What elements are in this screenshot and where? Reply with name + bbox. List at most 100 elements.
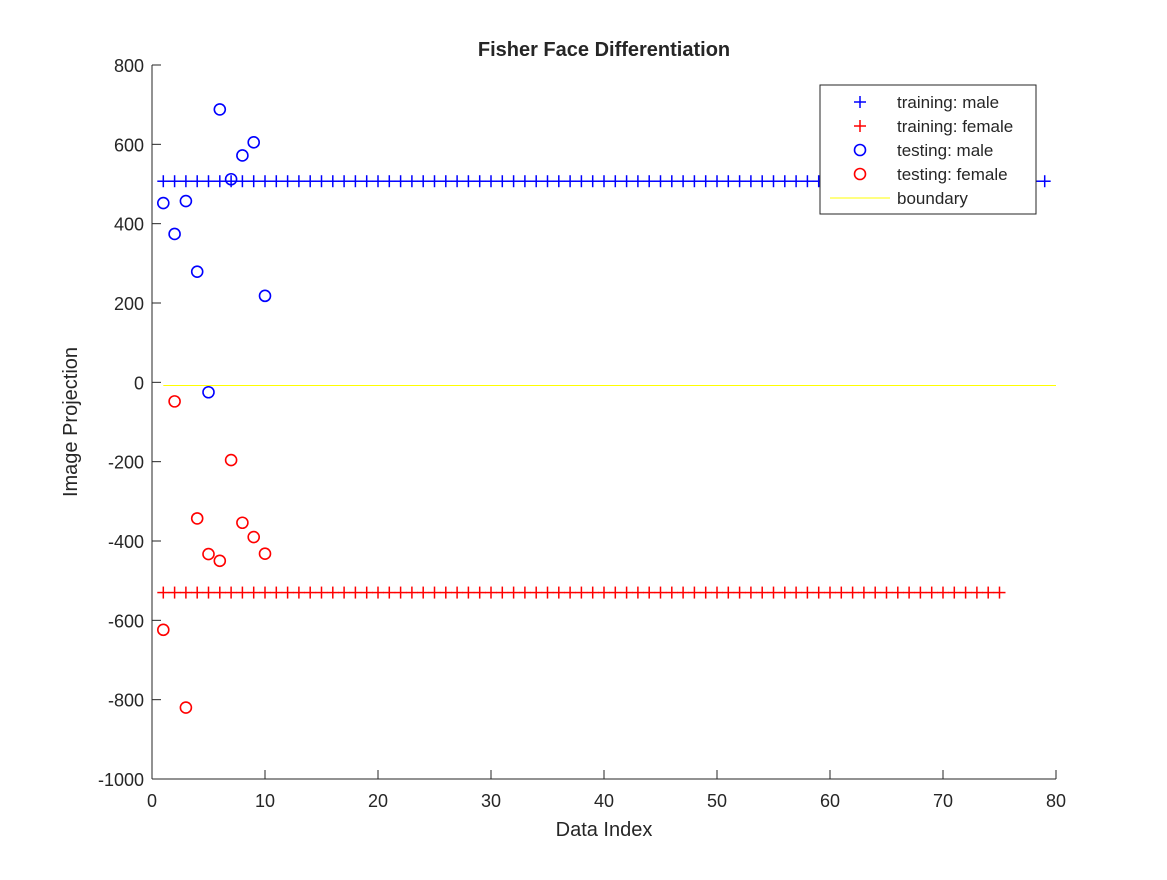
training-female-point bbox=[259, 586, 271, 599]
training-male-point bbox=[383, 175, 396, 188]
training-male-point bbox=[733, 175, 746, 188]
testing-female-point bbox=[258, 547, 272, 560]
training-female-point bbox=[699, 586, 712, 599]
training-female-point bbox=[405, 586, 418, 599]
y-tick-label: 200 bbox=[114, 294, 144, 314]
training-female-point bbox=[191, 586, 204, 599]
x-tick-label: 40 bbox=[594, 791, 614, 811]
training-male-point bbox=[778, 175, 791, 188]
training-female-point bbox=[247, 586, 260, 599]
training-male-point bbox=[485, 175, 497, 188]
legend-box bbox=[819, 84, 1037, 215]
training-female-point bbox=[485, 586, 497, 599]
x-tick-label: 10 bbox=[255, 791, 275, 811]
training-male-point bbox=[202, 175, 215, 188]
legend-label: training: male bbox=[897, 93, 999, 112]
training-male-point bbox=[326, 175, 339, 188]
training-female-point bbox=[982, 586, 995, 599]
training-female-point bbox=[993, 586, 1006, 599]
training-female-point bbox=[586, 586, 599, 599]
testing-male-point bbox=[247, 136, 260, 149]
legend: training: male training: female testing: m… bbox=[819, 84, 1037, 215]
training-female-point bbox=[383, 586, 396, 599]
training-male-point bbox=[349, 175, 362, 188]
training-female-point bbox=[688, 586, 701, 599]
training-female-point bbox=[790, 586, 803, 599]
y-axis-label: Image Projection bbox=[60, 347, 82, 497]
testing-male-point bbox=[224, 172, 238, 186]
training-male-point bbox=[1038, 175, 1051, 188]
y-tick-label: 0 bbox=[134, 373, 144, 393]
training-female-point bbox=[812, 586, 825, 599]
training-female-point bbox=[541, 586, 554, 599]
training-male-point bbox=[598, 175, 610, 188]
training-male-point bbox=[767, 175, 780, 188]
training-male-point bbox=[688, 175, 701, 188]
training-female-point bbox=[270, 586, 283, 599]
training-male-point bbox=[372, 175, 384, 188]
training-female-point bbox=[654, 586, 667, 599]
y-tick-label: -1000 bbox=[98, 770, 144, 790]
training-male-point bbox=[213, 175, 226, 188]
training-female-point bbox=[835, 586, 848, 599]
training-male-point bbox=[462, 175, 475, 188]
training-male-point bbox=[439, 175, 452, 188]
training-female-point bbox=[304, 586, 317, 599]
y-tick-label: 400 bbox=[114, 215, 144, 235]
testing-female-point bbox=[236, 516, 249, 530]
training-female-point bbox=[338, 586, 351, 599]
training-male-point bbox=[530, 175, 543, 188]
training-male-point bbox=[586, 175, 599, 188]
training-male-point bbox=[157, 175, 170, 188]
testing-female-point bbox=[202, 547, 215, 561]
training-female-point bbox=[315, 586, 328, 599]
y-tick-label: -200 bbox=[108, 453, 144, 473]
training-male-point bbox=[631, 175, 644, 188]
training-male-point bbox=[518, 175, 531, 188]
legend-plus-icon bbox=[854, 96, 866, 108]
training-male-point bbox=[575, 175, 588, 188]
training-male-point bbox=[394, 175, 407, 188]
y-tick-label: -800 bbox=[108, 691, 144, 711]
training-female-point bbox=[507, 586, 520, 599]
training-female-point bbox=[428, 586, 441, 599]
training-male-point bbox=[699, 175, 712, 188]
training-male-point bbox=[507, 175, 520, 188]
x-tick-label: 30 bbox=[481, 791, 501, 811]
testing-male-point bbox=[213, 103, 227, 116]
training-female-point bbox=[891, 586, 904, 599]
training-female-point bbox=[643, 586, 656, 599]
legend-circle-icon bbox=[853, 167, 867, 181]
testing-female-point bbox=[213, 554, 227, 568]
training-female-point bbox=[948, 586, 961, 599]
legend-plus-icon bbox=[854, 120, 866, 132]
training-female-point bbox=[846, 586, 859, 599]
y-tick-label: 800 bbox=[114, 56, 144, 76]
training-male-point bbox=[338, 175, 351, 188]
training-male-point bbox=[315, 175, 328, 188]
y-tick-label: 600 bbox=[114, 135, 144, 155]
training-male-point bbox=[564, 175, 577, 188]
training-male-point bbox=[405, 175, 418, 188]
training-female-point bbox=[372, 586, 384, 599]
testing-male-point bbox=[258, 289, 272, 303]
training-male-point bbox=[790, 175, 803, 188]
testing-female-point bbox=[247, 530, 260, 544]
testing-female-point bbox=[168, 395, 181, 408]
training-female-point bbox=[202, 586, 215, 599]
training-female-point bbox=[552, 586, 565, 599]
training-female-point bbox=[360, 586, 373, 599]
training-female-point bbox=[903, 586, 916, 599]
training-male-point bbox=[417, 175, 430, 188]
training-female-point bbox=[292, 586, 305, 599]
training-male-point bbox=[756, 175, 769, 188]
x-tick-label: 80 bbox=[1046, 791, 1066, 811]
training-female-point bbox=[518, 586, 531, 599]
training-female-point bbox=[620, 586, 633, 599]
training-male-point bbox=[609, 175, 622, 188]
testing-male-point bbox=[157, 196, 170, 210]
training-male-point bbox=[722, 175, 735, 188]
training-male-point bbox=[654, 175, 667, 188]
